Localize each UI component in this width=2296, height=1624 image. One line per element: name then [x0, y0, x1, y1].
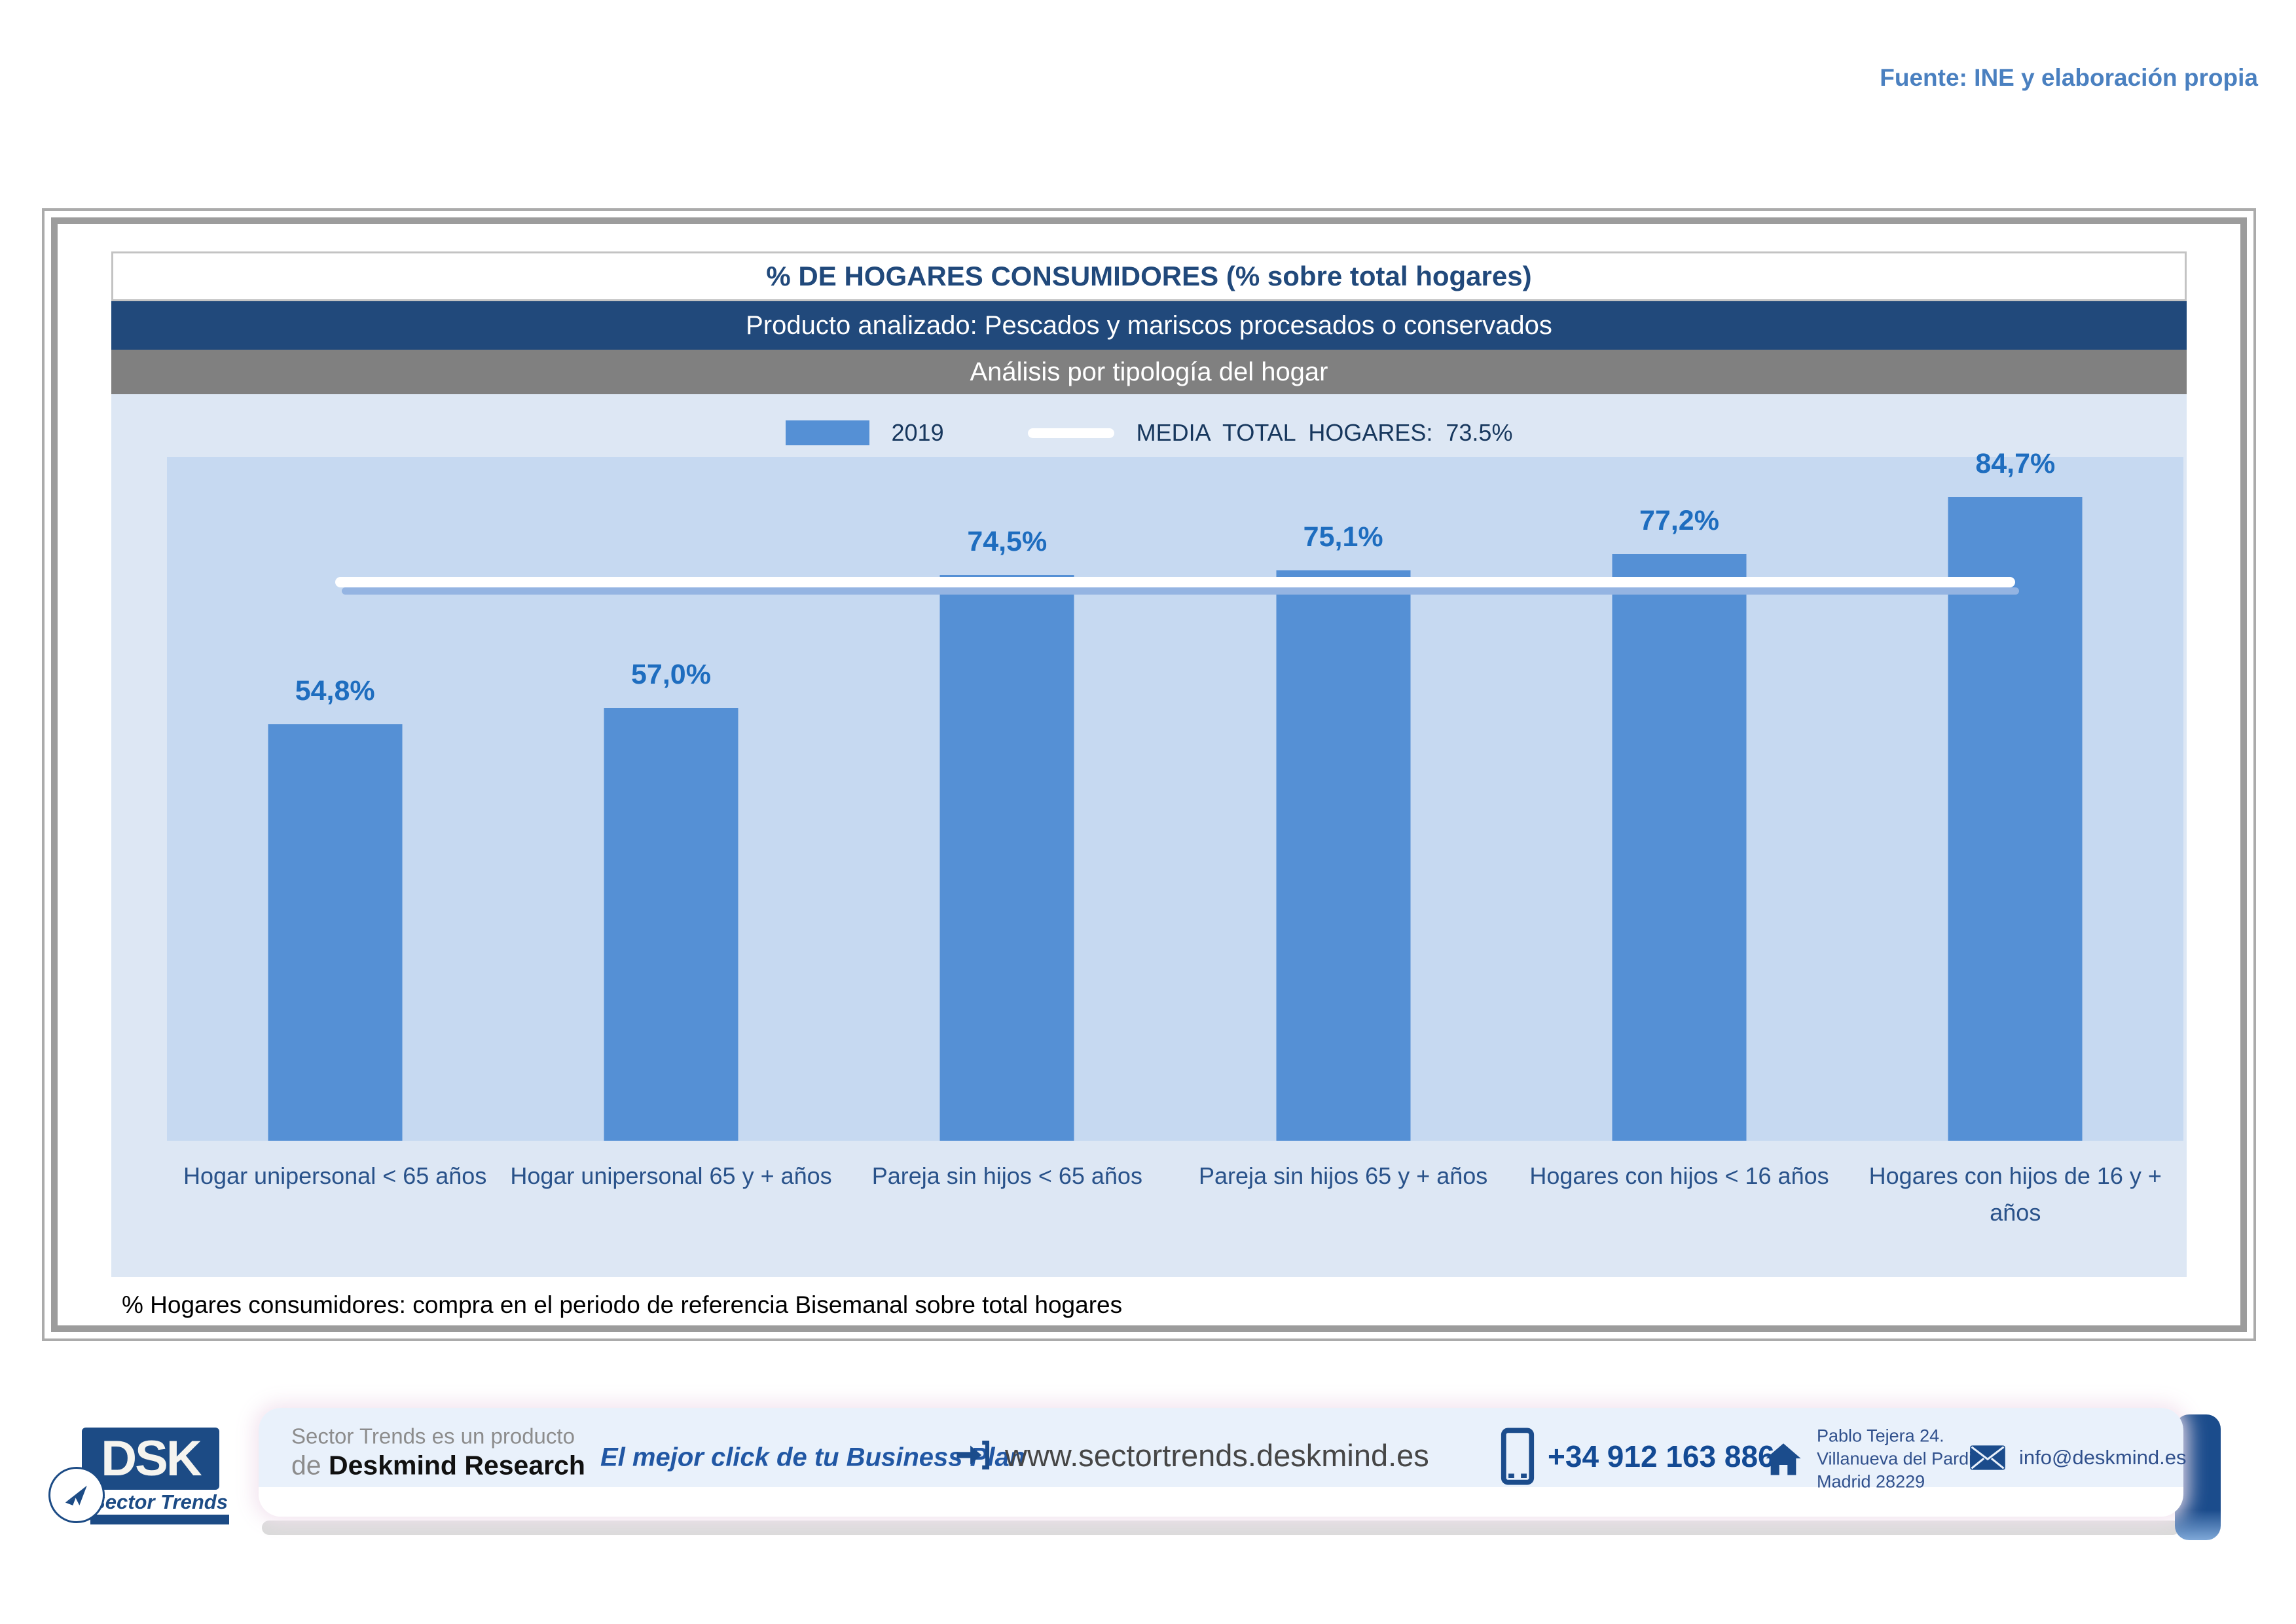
footer-website-link[interactable]: www.sectortrends.deskmind.es: [1005, 1437, 1429, 1473]
footer-product-line2: de Deskmind Research: [291, 1450, 585, 1481]
bar-4: [1276, 570, 1411, 1141]
footer-address-line3: Madrid 28229: [1817, 1471, 1925, 1492]
bar-value-label: 74,5%: [967, 525, 1048, 557]
mobile-phone-icon: [1501, 1428, 1535, 1485]
legend-label-2019: 2019: [891, 419, 944, 446]
chart-legend: 2019 MEDIA TOTAL HOGARES: 73.5%: [111, 419, 2187, 447]
footer-phone-group: +34 912 163 886: [1501, 1428, 1775, 1485]
paper-plane-icon: [65, 1485, 87, 1505]
category-labels: Hogar unipersonal < 65 años Hogar unipers…: [167, 1158, 2183, 1231]
dsk-logo: DSK Sector Trends: [48, 1425, 274, 1530]
bar-5: [1612, 554, 1747, 1141]
footer-address-line2: Villanueva del Pardillo.: [1817, 1449, 1995, 1469]
dsk-logo-box: DSK: [82, 1428, 219, 1490]
plot-area: 54,8% 57,0% 74,5% 75,1% 77,2% 84,7%: [167, 448, 2183, 1141]
footer-product-brand: Deskmind Research: [329, 1450, 585, 1481]
footer-product-de: de: [291, 1450, 329, 1481]
chart-subtitle-product: Producto analizado: Pescados y mariscos …: [111, 301, 2187, 350]
dsk-logo-band: Sector Trends: [90, 1490, 229, 1515]
category-label: Hogar unipersonal < 65 años: [183, 1162, 487, 1189]
category-label: Hogares con hijos de 16 y + años: [1868, 1162, 2162, 1226]
chart-footnote: % Hogares consumidores: compra en el per…: [122, 1291, 1123, 1318]
bar-value-label: 57,0%: [631, 658, 711, 690]
category-label: Pareja sin hijos 65 y + años: [1199, 1162, 1488, 1189]
bar-value-label: 77,2%: [1639, 505, 1719, 537]
footer-address-line1: Pablo Tejera 24.: [1817, 1426, 1944, 1446]
bar-slot: 84,7%: [1848, 448, 2183, 1141]
chart-title: % DE HOGARES CONSUMIDORES (% sobre total…: [111, 251, 2187, 301]
footer-product-text: Sector Trends es un producto de Deskmind…: [291, 1424, 585, 1481]
envelope-icon: [1970, 1445, 2005, 1470]
chart-subtitle-analysis: Análisis por tipología del hogar: [111, 350, 2187, 394]
bar-2: [604, 707, 738, 1141]
bar-slot: 75,1%: [1175, 457, 1511, 1141]
house-icon: [1766, 1443, 1801, 1475]
bar-value-label: 75,1%: [1303, 521, 1383, 553]
footer-phone-number: +34 912 163 886: [1548, 1439, 1775, 1473]
footer-website-group: www.sectortrends.deskmind.es: [953, 1435, 1429, 1475]
category-label: Hogar unipersonal 65 y + años: [510, 1162, 832, 1189]
footer-shadow: [262, 1521, 2180, 1535]
source-note: Fuente: INE y elaboración propia: [1880, 64, 2258, 91]
dsk-logo-brand: Sector Trends: [92, 1490, 228, 1513]
report-frame-inner: [51, 217, 2247, 1332]
bar-3: [939, 574, 1074, 1141]
bar-value-label: 84,7%: [1975, 448, 2056, 480]
footer-email-group: info@deskmind.es: [1969, 1445, 2186, 1471]
bar-slot: 54,8%: [167, 457, 503, 1141]
bar-slot: 74,5%: [839, 457, 1175, 1141]
footer-address: Pablo Tejera 24. Villanueva del Pardillo…: [1817, 1424, 1995, 1493]
footer-address-group: Pablo Tejera 24. Villanueva del Pardillo…: [1764, 1424, 1995, 1493]
legend-label-media: MEDIA TOTAL HOGARES: 73.5%: [1136, 419, 1513, 446]
enter-arrow-icon: [957, 1441, 990, 1469]
bar-1: [268, 724, 403, 1141]
footer-tagline: El mejor click de tu Business Plan: [600, 1443, 1026, 1472]
legend-swatch-2019: [785, 420, 869, 445]
dsk-logo-underline: [90, 1515, 229, 1524]
category-label: Pareja sin hijos < 65 años: [871, 1162, 1142, 1189]
bar-slot: 77,2%: [1511, 457, 1847, 1141]
bars-layer: 54,8% 57,0% 74,5% 75,1% 77,2% 84,7%: [167, 448, 2183, 1141]
reference-line: [335, 577, 2020, 595]
dsk-logo-acronym: DSK: [101, 1431, 202, 1486]
bar-6: [1948, 497, 2083, 1141]
bar-value-label: 54,8%: [295, 675, 375, 707]
footer-product-line1: Sector Trends es un producto: [291, 1424, 575, 1449]
dsk-logo-circle: [48, 1467, 105, 1523]
bar-slot: 57,0%: [503, 457, 839, 1141]
legend-swatch-media-line: [1027, 428, 1114, 438]
category-label: Hogares con hijos < 16 años: [1529, 1162, 1829, 1189]
footer-bar: [259, 1408, 2183, 1517]
footer-email-link[interactable]: info@deskmind.es: [2019, 1446, 2187, 1469]
